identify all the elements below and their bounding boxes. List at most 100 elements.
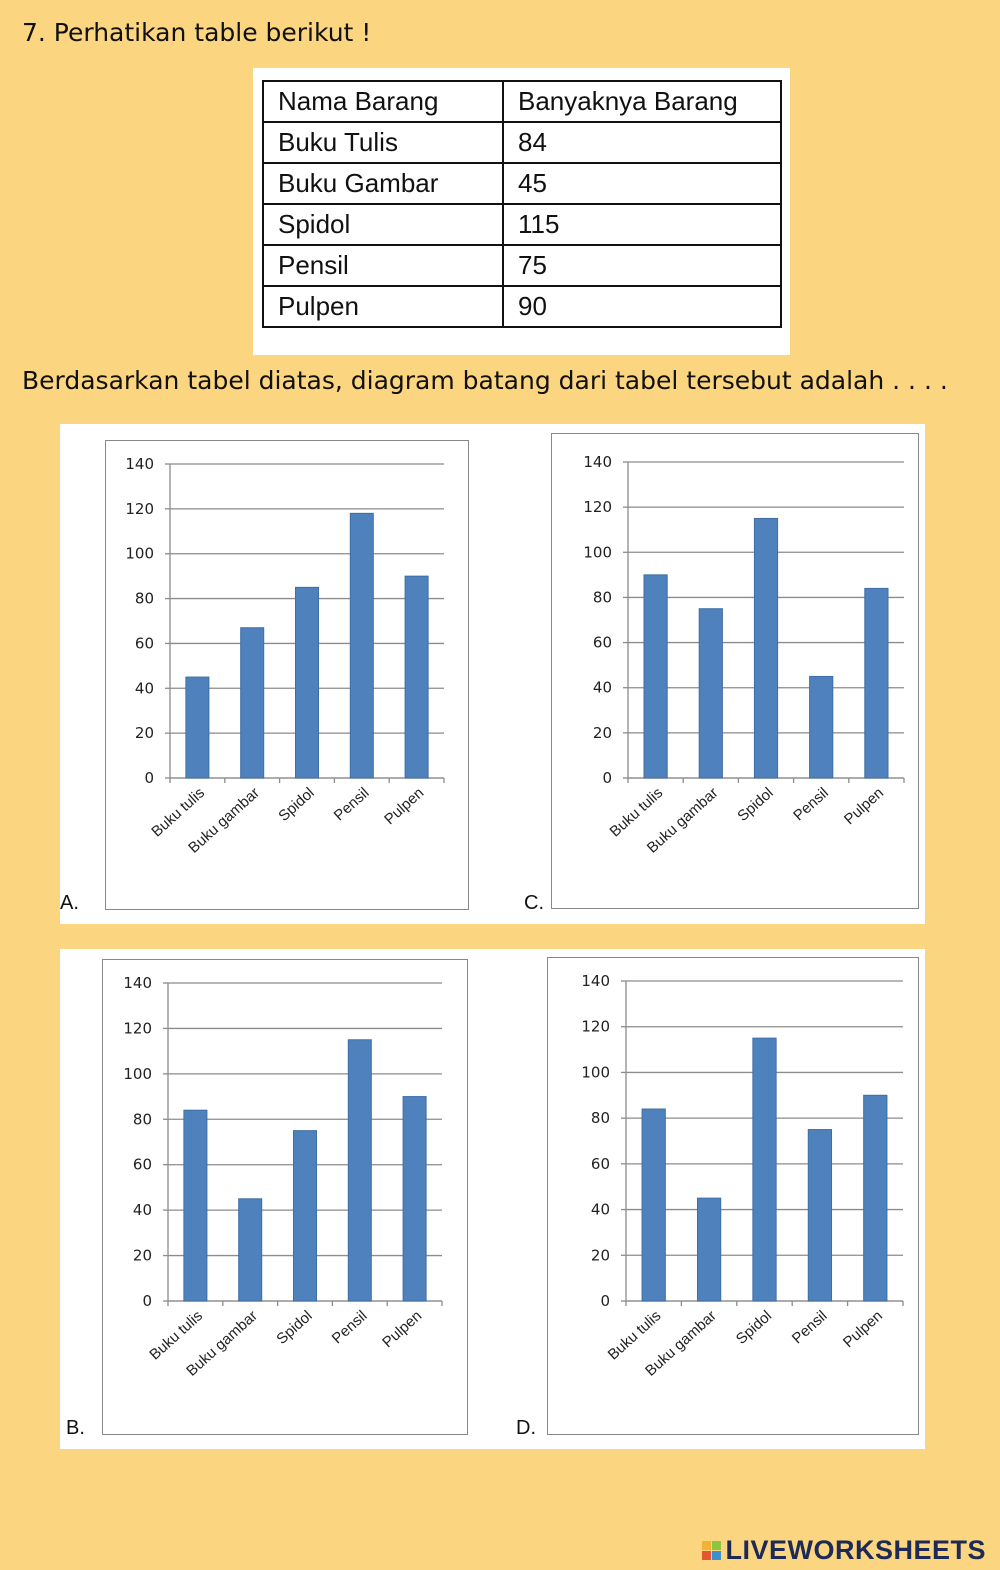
bar bbox=[404, 575, 429, 779]
x-tick-label: Pulpen bbox=[381, 784, 427, 828]
y-tick-label: 60 bbox=[133, 1156, 152, 1174]
answer-option-a[interactable]: 0 20 40 60 80 100 120 140 Buku tulis Buku gambar S… bbox=[60, 424, 490, 924]
y-tick-label: 60 bbox=[135, 634, 154, 652]
x-tick-label: Spidol bbox=[273, 1307, 315, 1348]
x-tick-label: Spidol bbox=[275, 784, 317, 825]
y-tick-label: 80 bbox=[135, 590, 154, 608]
bar bbox=[641, 1108, 666, 1302]
bar bbox=[402, 1096, 427, 1302]
bar bbox=[240, 627, 265, 779]
y-tick-label: 120 bbox=[581, 1018, 610, 1036]
table-cell-value: 90 bbox=[502, 285, 782, 328]
question-title: 7. Perhatikan table berikut ! bbox=[22, 18, 372, 47]
y-tick-label: 140 bbox=[125, 455, 154, 473]
y-tick-label: 60 bbox=[591, 1155, 610, 1173]
brand-logo-icon bbox=[702, 1541, 722, 1560]
table-header-cell: Nama Barang bbox=[262, 80, 504, 123]
table-cell-item: Pulpen bbox=[262, 285, 504, 328]
x-tick-label: Pulpen bbox=[840, 1307, 886, 1351]
table-header-cell: Banyaknya Barang bbox=[502, 80, 782, 123]
table-cell-item: Buku Gambar bbox=[262, 162, 504, 205]
bar bbox=[864, 587, 889, 779]
x-tick-label: Pensil bbox=[790, 784, 832, 824]
table-header-row: Nama Barang Banyaknya Barang bbox=[262, 80, 782, 123]
table-row: Pulpen 90 bbox=[262, 285, 782, 328]
table-cell-value: 84 bbox=[502, 121, 782, 164]
y-tick-label: 20 bbox=[133, 1247, 152, 1265]
table-row: Buku Tulis 84 bbox=[262, 121, 782, 164]
bar bbox=[294, 586, 320, 779]
liveworksheets-logo: LIVEWORKSHEETS bbox=[702, 1535, 986, 1566]
table-cell-item: Buku Tulis bbox=[262, 121, 504, 164]
bar bbox=[349, 512, 374, 779]
y-tick-label: 140 bbox=[583, 453, 612, 471]
y-tick-label: 80 bbox=[593, 588, 612, 606]
options-panel-bottom: 0 20 40 60 80 100 120 140 Buku tulis Buku gambar S… bbox=[60, 949, 925, 1449]
answer-option-c[interactable]: 0 20 40 60 80 100 120 140 Buku tulis Buku gambar S… bbox=[508, 424, 925, 924]
y-tick-label: 0 bbox=[600, 1292, 610, 1310]
y-tick-label: 120 bbox=[583, 498, 612, 516]
y-tick-label: 40 bbox=[133, 1201, 152, 1219]
y-tick-label: 0 bbox=[144, 769, 154, 787]
option-letter: B. bbox=[66, 1417, 85, 1439]
option-letter: A. bbox=[60, 892, 79, 914]
table-row: Pensil 75 bbox=[262, 244, 782, 287]
y-tick-label: 40 bbox=[591, 1201, 610, 1219]
bar bbox=[183, 1109, 208, 1302]
options-panel-top: 0 20 40 60 80 100 120 140 Buku tulis Buku gambar S… bbox=[60, 424, 925, 924]
bar bbox=[698, 608, 723, 779]
table-row: Buku Gambar 45 bbox=[262, 162, 782, 205]
y-tick-label: 60 bbox=[593, 634, 612, 652]
x-tick-label: Pensil bbox=[329, 1307, 371, 1347]
table-cell-value: 75 bbox=[502, 244, 782, 287]
y-tick-label: 140 bbox=[123, 974, 152, 992]
table-cell-item: Pensil bbox=[262, 244, 504, 287]
y-tick-label: 100 bbox=[123, 1065, 152, 1083]
y-tick-label: 40 bbox=[135, 679, 154, 697]
bar bbox=[185, 676, 210, 779]
table-cell-value: 45 bbox=[502, 162, 782, 205]
answer-option-d[interactable]: 0 20 40 60 80 100 120 140 Buku tulis Buku gambar S… bbox=[508, 949, 925, 1449]
y-tick-label: 80 bbox=[591, 1109, 610, 1127]
table-cell-value: 115 bbox=[502, 203, 782, 246]
y-tick-label: 40 bbox=[593, 679, 612, 697]
bar bbox=[807, 1129, 833, 1302]
x-tick-label: Pulpen bbox=[379, 1307, 425, 1351]
table-row: Spidol 115 bbox=[262, 203, 782, 246]
x-tick-label: Pensil bbox=[789, 1307, 831, 1347]
option-letter: D. bbox=[516, 1417, 536, 1439]
y-tick-label: 100 bbox=[125, 545, 154, 563]
question-instruction: Berdasarkan tabel diatas, diagram batang… bbox=[22, 366, 948, 395]
data-table-container: Nama Barang Banyaknya Barang Buku Tulis … bbox=[253, 68, 790, 355]
chart-frame bbox=[547, 957, 919, 1435]
bar bbox=[643, 574, 668, 779]
y-tick-label: 140 bbox=[581, 972, 610, 990]
bar bbox=[292, 1130, 318, 1302]
y-tick-label: 20 bbox=[591, 1246, 610, 1264]
bar bbox=[238, 1198, 263, 1302]
bar bbox=[696, 1197, 722, 1302]
x-tick-label: Pulpen bbox=[841, 784, 887, 828]
answer-option-b[interactable]: 0 20 40 60 80 100 120 140 Buku tulis Buku gambar S… bbox=[60, 949, 490, 1449]
bar bbox=[809, 675, 834, 779]
y-tick-label: 120 bbox=[125, 500, 154, 518]
option-letter: C. bbox=[524, 892, 544, 914]
bar bbox=[752, 1037, 777, 1302]
y-tick-label: 100 bbox=[583, 543, 612, 561]
y-tick-label: 80 bbox=[133, 1110, 152, 1128]
x-tick-label: Spidol bbox=[733, 1307, 775, 1348]
chart-frame bbox=[551, 433, 919, 909]
y-tick-label: 0 bbox=[142, 1292, 152, 1310]
bar bbox=[347, 1039, 372, 1302]
x-tick-label: Spidol bbox=[734, 784, 776, 825]
x-tick-label: Pensil bbox=[331, 784, 373, 824]
y-tick-label: 120 bbox=[123, 1019, 152, 1037]
data-table: Nama Barang Banyaknya Barang Buku Tulis … bbox=[262, 80, 782, 328]
table-cell-item: Spidol bbox=[262, 203, 504, 246]
y-tick-label: 100 bbox=[581, 1063, 610, 1081]
bar bbox=[753, 517, 779, 779]
